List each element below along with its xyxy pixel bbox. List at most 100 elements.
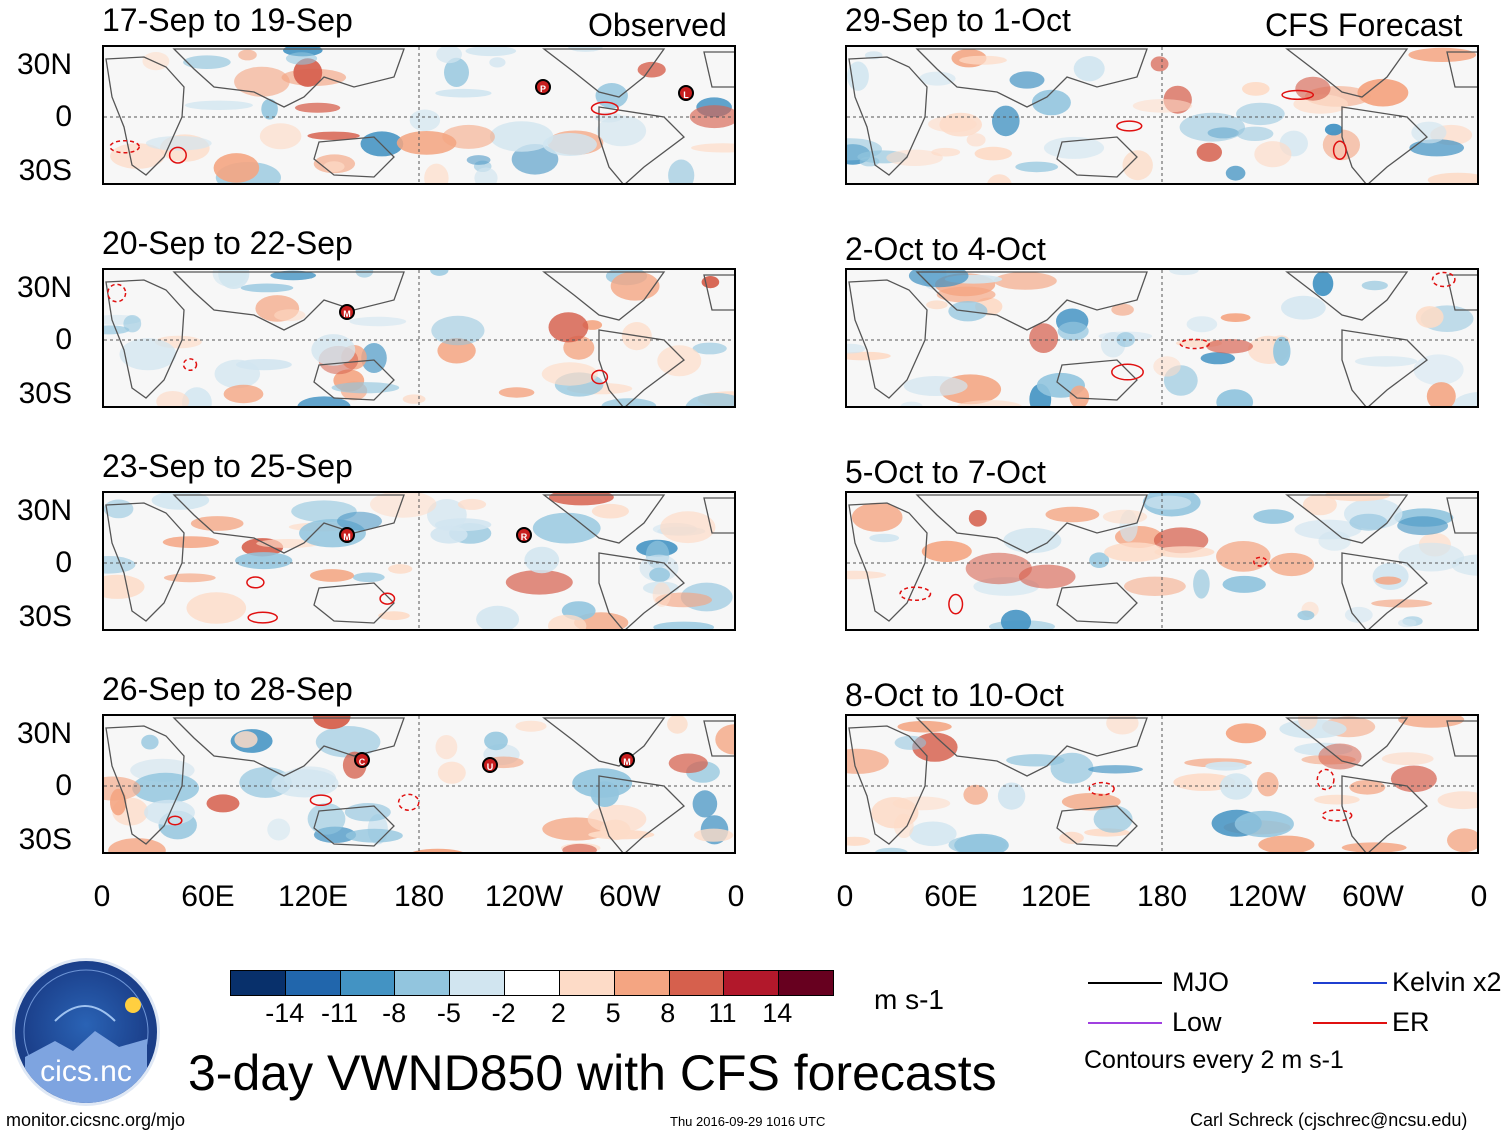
anomaly-shading [1324, 123, 1343, 136]
anomaly-shading [948, 835, 1007, 852]
anomaly-shading [294, 102, 341, 113]
anomaly-shading [132, 772, 199, 804]
anomaly-shading [847, 343, 866, 354]
anomaly-shading [183, 55, 231, 69]
anomaly-shading [162, 536, 219, 548]
anomaly-shading [1297, 610, 1315, 621]
anomaly-shading [424, 163, 449, 183]
anomaly-shading [163, 573, 216, 583]
coastline [703, 497, 734, 534]
anomaly-shading [1411, 121, 1447, 144]
anomaly-shading [993, 272, 1057, 290]
storm-marker: M [619, 752, 635, 768]
anomaly-shading [610, 271, 660, 301]
footer-url[interactable]: monitor.cicsnc.org/mjo [6, 1110, 186, 1130]
storm-marker: R [516, 527, 532, 543]
anomaly-shading [212, 270, 247, 287]
coastline [542, 271, 666, 321]
anomaly-shading [936, 286, 996, 303]
lon-label-60w: 60W [1342, 880, 1404, 913]
er-contour [1116, 120, 1143, 132]
anomaly-shading [1111, 303, 1134, 316]
lon-label-120e: 120E [277, 880, 349, 913]
anomaly-shading [637, 61, 666, 78]
anomaly-shading [1371, 599, 1433, 608]
coastline [172, 494, 405, 554]
colorbar-label: 11 [708, 998, 737, 1028]
anomaly-shading [355, 270, 374, 278]
anomaly-shading [1427, 172, 1477, 183]
anomaly-shading [1269, 552, 1315, 577]
anomaly-shading [110, 143, 165, 169]
anomaly-shading [142, 52, 170, 71]
lat-label-0: 0 [55, 323, 72, 356]
anomaly-shading [119, 338, 177, 371]
anomaly-shading [1253, 509, 1294, 524]
anomaly-shading [596, 115, 647, 147]
colorbar-label: -2 [491, 998, 516, 1028]
anomaly-shading [235, 552, 293, 570]
anomaly-shading [293, 58, 323, 87]
anomaly-shading [1322, 129, 1360, 161]
map-field [847, 716, 1477, 852]
anomaly-shading [715, 724, 734, 755]
colorbar-swatch [669, 971, 725, 995]
coastline [105, 56, 185, 176]
anomaly-shading [315, 726, 381, 758]
anomaly-shading [667, 716, 688, 734]
anomaly-shading [693, 828, 734, 842]
anomaly-shading [436, 47, 462, 64]
coastline [848, 502, 928, 622]
colorbar-swatch [559, 971, 615, 995]
anomaly-shading [548, 312, 589, 343]
er-contour [167, 815, 183, 826]
logo-arc-icon [54, 1005, 116, 1022]
anomaly-shading [1426, 382, 1456, 406]
er-contour [948, 593, 964, 615]
anomaly-shading [145, 136, 212, 151]
anomaly-shading [1206, 339, 1253, 354]
panel-title-obs-4: 26-Sep to 28-Sep [102, 671, 353, 707]
anomaly-shading [190, 516, 244, 531]
legend-label-low: Low [1172, 1007, 1222, 1037]
coastline [915, 717, 1148, 777]
anomaly-shading [182, 387, 212, 406]
anomaly-shading [484, 731, 508, 751]
storm-marker: P [535, 79, 551, 95]
logo-graphic-icon [23, 969, 149, 1103]
anomaly-shading [928, 116, 977, 133]
storm-letter: M [343, 532, 351, 542]
coastline [542, 494, 666, 544]
anomaly-shading [437, 761, 466, 784]
anomaly-shading [489, 57, 506, 68]
anomaly-shading [104, 574, 145, 599]
coastline [703, 720, 734, 757]
anomaly-shading [1205, 761, 1247, 771]
anomaly-shading [431, 315, 485, 346]
colorbar-swatch [724, 971, 780, 995]
anomaly-shading [1437, 791, 1477, 810]
anomaly-shading [974, 146, 1012, 161]
coastline [1341, 106, 1428, 183]
anomaly-shading [668, 159, 695, 183]
coastline [598, 106, 685, 183]
anomaly-shading [270, 270, 317, 281]
anomaly-shading [1257, 772, 1279, 797]
anomaly-shading [465, 47, 517, 57]
coastline [172, 717, 405, 777]
anomaly-shading [274, 309, 306, 322]
anomaly-shading [307, 131, 360, 140]
anomaly-shading [505, 570, 573, 595]
anomaly-shading [1061, 793, 1121, 811]
anomaly-shading [457, 498, 487, 510]
anomaly-shading [1106, 716, 1139, 735]
anomaly-shading [591, 503, 629, 519]
coastline [848, 279, 928, 399]
storm-letter: R [520, 532, 528, 542]
anomaly-shading [1153, 356, 1181, 377]
storm-marker: L [678, 85, 694, 101]
anomaly-shading [104, 499, 134, 519]
storm-letter: M [343, 309, 351, 319]
anomaly-shading [238, 49, 257, 61]
anomaly-shading [234, 66, 290, 97]
